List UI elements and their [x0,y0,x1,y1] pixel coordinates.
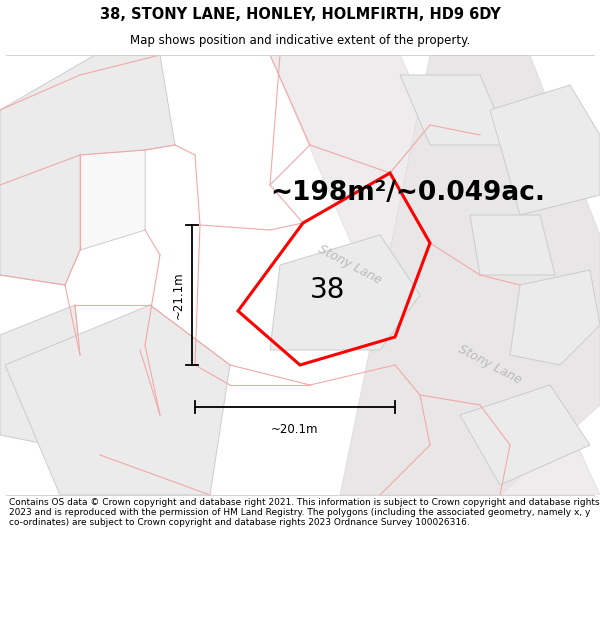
Polygon shape [490,85,600,215]
Polygon shape [5,305,230,495]
Text: 38, STONY LANE, HONLEY, HOLMFIRTH, HD9 6DY: 38, STONY LANE, HONLEY, HOLMFIRTH, HD9 6… [100,7,500,22]
Text: Stony Lane: Stony Lane [316,243,384,287]
Text: ~20.1m: ~20.1m [271,423,319,436]
Polygon shape [0,55,175,285]
Polygon shape [340,55,600,495]
Text: Contains OS data © Crown copyright and database right 2021. This information is : Contains OS data © Crown copyright and d… [9,498,599,528]
Polygon shape [460,385,590,485]
Text: Stony Lane: Stony Lane [456,343,524,387]
Polygon shape [270,55,600,495]
Polygon shape [510,270,600,365]
Text: ~21.1m: ~21.1m [172,271,185,319]
Polygon shape [80,150,145,250]
Polygon shape [400,75,510,145]
Text: ~198m²/~0.049ac.: ~198m²/~0.049ac. [270,180,545,206]
Polygon shape [0,305,160,455]
Polygon shape [470,215,555,275]
Polygon shape [270,235,420,350]
Text: 38: 38 [310,276,346,304]
Text: Map shows position and indicative extent of the property.: Map shows position and indicative extent… [130,34,470,47]
